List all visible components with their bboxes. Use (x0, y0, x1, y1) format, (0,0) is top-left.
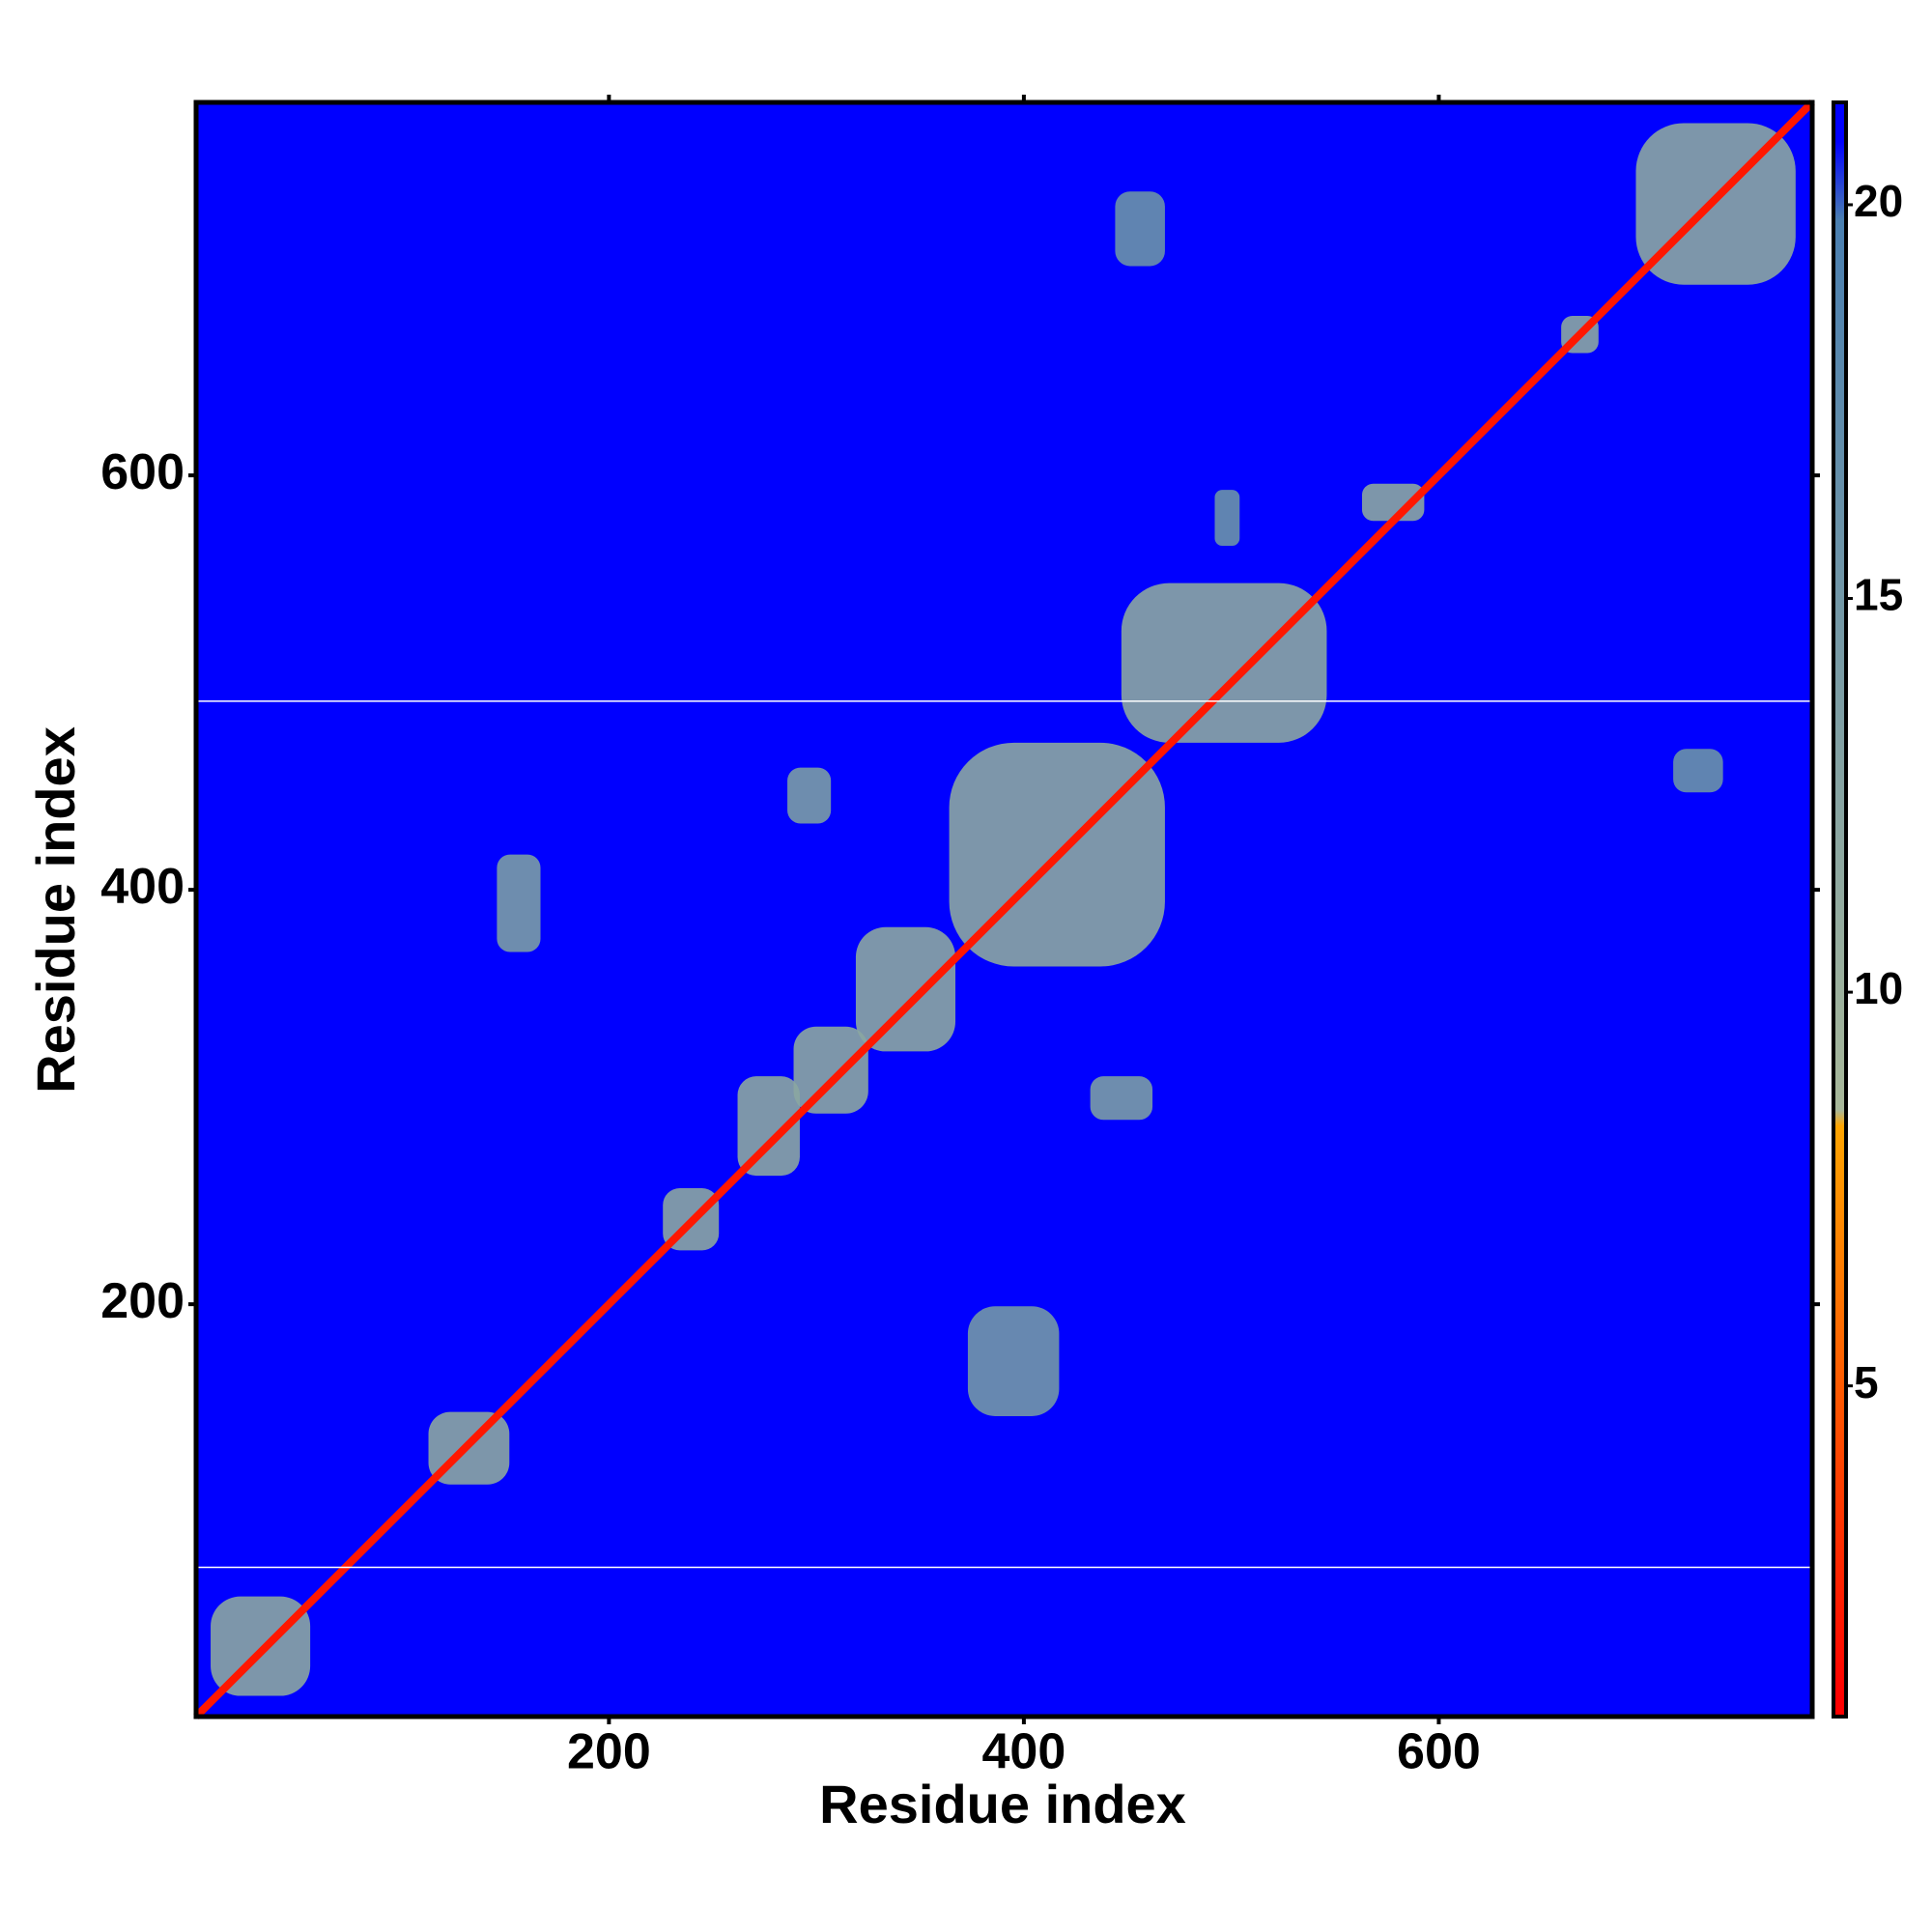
heatmap-region (855, 926, 956, 1052)
heatmap-region (1115, 191, 1165, 267)
heatmap-region (1673, 749, 1723, 793)
diagonal (193, 99, 1815, 1719)
x-axis-label: Residue index (819, 1774, 1186, 1834)
heatmap-region (787, 767, 832, 824)
colorbar-tick-label: 5 (1854, 1357, 1879, 1407)
y-tick-label: 200 (100, 1273, 185, 1329)
heatmap-region (1361, 483, 1425, 522)
colorbar (1832, 100, 1848, 1719)
heatmap-region (1121, 582, 1327, 743)
heatmap-region (737, 1076, 800, 1177)
heatmap-region (497, 854, 541, 952)
y-tick-label: 400 (100, 859, 185, 915)
heatmap-region (967, 1306, 1060, 1416)
heatmap-region (1214, 490, 1240, 547)
x-tick-label: 200 (567, 1724, 651, 1780)
x-tick-label: 600 (1397, 1724, 1481, 1780)
colorbar-tick-label: 15 (1854, 570, 1903, 620)
colorbar-tick-label: 20 (1854, 176, 1903, 226)
x-tick-label: 400 (982, 1724, 1066, 1780)
heatmap-region (211, 1596, 311, 1696)
plot-frame (193, 99, 1815, 1719)
y-tick-label: 600 (100, 444, 185, 500)
heatmap-region (793, 1026, 868, 1114)
y-axis-label: Residue index (25, 726, 86, 1094)
heatmap-region (1090, 1076, 1153, 1121)
colorbar-tick-label: 10 (1854, 963, 1903, 1013)
